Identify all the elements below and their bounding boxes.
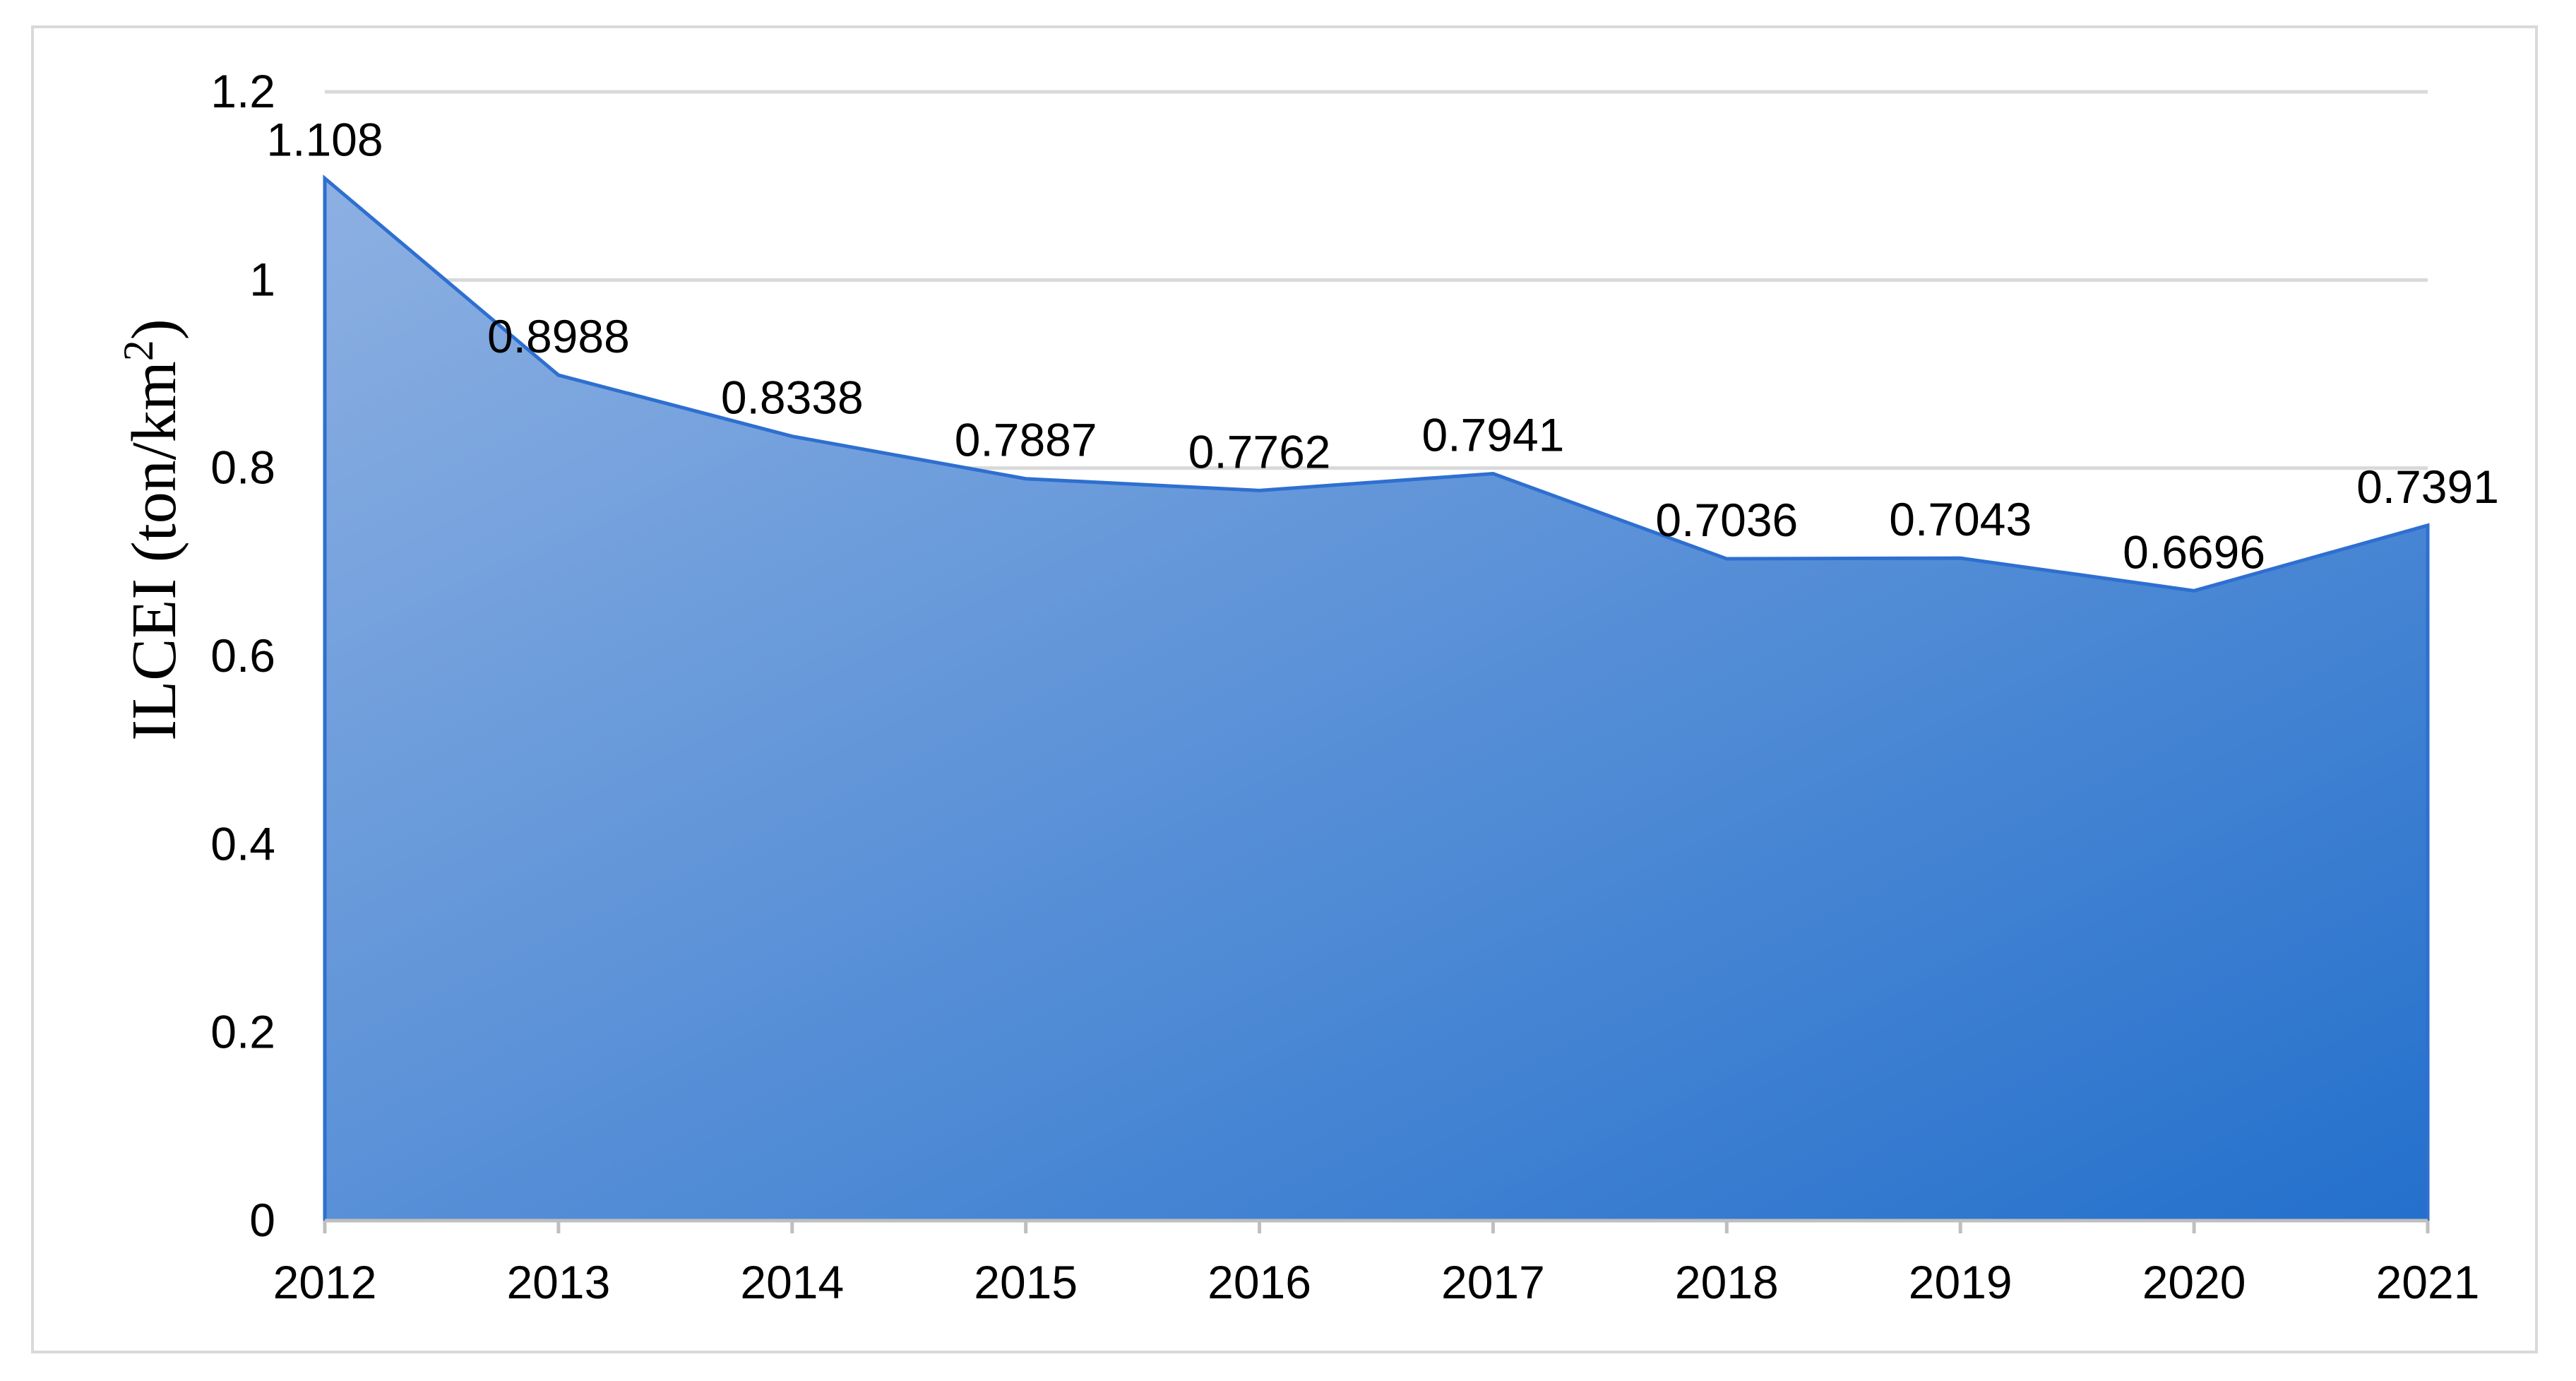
- y-tick-label: 0.4: [210, 817, 275, 870]
- x-tick-label: 2019: [1909, 1256, 2012, 1308]
- y-axis-title-suffix: ): [119, 319, 189, 340]
- y-axis-title-superscript: 2: [115, 340, 162, 361]
- x-tick-label: 2016: [1208, 1256, 1311, 1308]
- data-label: 0.7391: [2356, 461, 2499, 513]
- data-label: 0.7762: [1188, 425, 1331, 478]
- y-tick-label: 0: [249, 1194, 275, 1246]
- data-label: 0.8338: [721, 372, 864, 424]
- y-tick-label: 0.2: [210, 1006, 275, 1058]
- data-label: 0.8988: [487, 310, 630, 362]
- x-tick-label: 2012: [273, 1256, 377, 1308]
- x-tick-label: 2021: [2376, 1256, 2480, 1308]
- y-tick-label: 0.8: [210, 441, 275, 494]
- data-label: 0.7043: [1889, 493, 2032, 545]
- x-tick-label: 2020: [2142, 1256, 2246, 1308]
- x-axis-ticks: 2012 2013 2014 2015 2016 2017 2018 2019 2020 2021: [273, 1221, 2480, 1308]
- y-tick-label: 0.6: [210, 629, 275, 682]
- y-tick-label: 1.2: [210, 65, 275, 117]
- x-tick-label: 2013: [506, 1256, 610, 1308]
- x-tick-label: 2017: [1441, 1256, 1545, 1308]
- y-axis-title: ILCEI (ton/km2): [115, 319, 189, 740]
- series-area-fill: [323, 174, 2430, 1223]
- y-axis-ticks: 0 0.2 0.4 0.6 0.8 1 1.2: [210, 65, 275, 1246]
- data-labels: 1.108 0.8988 0.8338 0.7887 0.7762 0.7941 0.703…: [266, 114, 2499, 579]
- y-tick-label: 1: [249, 253, 275, 305]
- chart-frame: 0 0.2 0.4 0.6 0.8 1 1.2 2012 2013 2014 2015 2016 20…: [31, 25, 2538, 1353]
- data-label: 0.7887: [955, 414, 1097, 466]
- x-tick-label: 2018: [1675, 1256, 1779, 1308]
- data-label: 0.6696: [2123, 526, 2265, 578]
- x-tick-label: 2015: [974, 1256, 1078, 1308]
- area-chart: 00.20.40.60.811.2 2012 2013 2014 2015 2016 20…: [115, 65, 2499, 1308]
- data-label: 1.108: [266, 114, 383, 166]
- data-label: 0.7036: [1655, 494, 1798, 546]
- series-area: [323, 174, 2430, 1223]
- data-label: 0.7941: [1422, 409, 1565, 461]
- x-tick-label: 2014: [740, 1256, 844, 1308]
